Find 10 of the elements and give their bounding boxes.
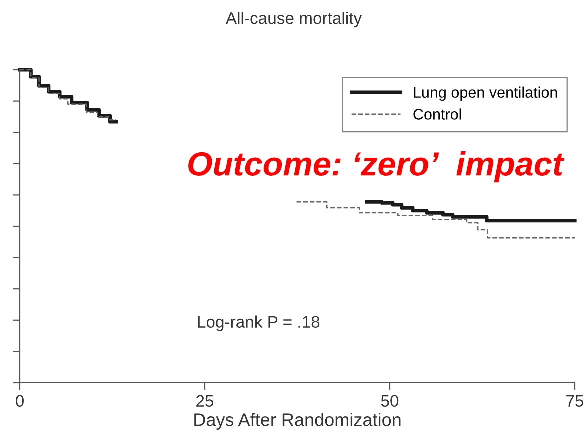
legend-label: Lung open ventilation [414, 86, 558, 102]
annotation: Log-rank P = .18 [198, 316, 320, 332]
chart-title: All-cause mortality [226, 12, 362, 28]
annotation: Outcome: ‘zero’ impact [188, 151, 565, 183]
x-axis-title: Days After Randomization [194, 413, 401, 430]
x-tick-label: 75 [566, 395, 584, 408]
x-tick-label: 50 [381, 395, 399, 408]
x-tick-label: 0 [16, 395, 24, 408]
x-tick-label: 25 [196, 395, 214, 408]
legend-label: Control [414, 108, 462, 120]
